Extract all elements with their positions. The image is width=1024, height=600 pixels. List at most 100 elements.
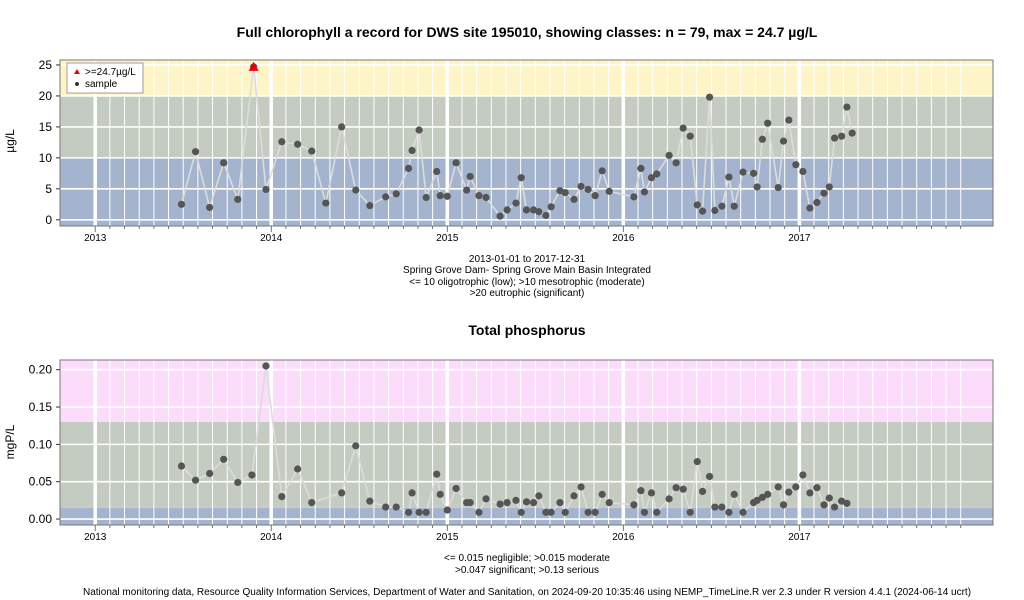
x-tick-label: 2017: [788, 532, 811, 543]
chl-data-point: [637, 164, 645, 172]
chl-data-point: [774, 183, 782, 192]
chl-data-point: [177, 200, 186, 208]
class-band: [60, 507, 993, 525]
y-tick-label: 20: [39, 89, 53, 103]
chart1-subtitle-line: Spring Grove Dam- Spring Grove Main Basi…: [403, 265, 651, 276]
legend-dot-icon: [75, 82, 79, 86]
y-tick-label: 0.10: [29, 437, 53, 451]
tp-data-point: [547, 508, 555, 516]
legend-box: [66, 62, 144, 94]
tp-data-point: [482, 495, 490, 503]
chl-data-point: [517, 174, 525, 182]
chl-data-point: [535, 208, 543, 216]
x-tick-label: 2014: [260, 233, 283, 244]
chl-data-point: [382, 193, 390, 201]
plot-frame: [59, 59, 994, 227]
chl-data-point: [792, 161, 800, 169]
tp-data-point: [753, 496, 761, 504]
y-tick-label: 0.15: [29, 400, 53, 414]
tp-data-point: [711, 503, 719, 511]
x-tick-label: 2015: [436, 532, 459, 543]
tp-data-point: [764, 490, 772, 498]
chart1-plot-area: 0 5 10 15 20 25 2013 2014 2015 2016 2017: [39, 58, 994, 244]
chl-data-point: [436, 192, 444, 200]
tp-data-point: [758, 493, 766, 501]
x-tick-label: 2015: [436, 233, 459, 244]
tp-data-point: [705, 472, 714, 481]
tp-data-point: [605, 499, 613, 507]
x-tick-label: 2014: [260, 532, 283, 543]
x-tick-label: 2016: [612, 233, 635, 244]
chl-data-point: [392, 190, 400, 198]
tp-data-point: [475, 508, 483, 516]
chart2-ylabel: mgP/L: [3, 424, 17, 459]
chl-data-point: [433, 167, 441, 176]
chl-data-point: [779, 137, 788, 145]
chl-data-point: [630, 193, 638, 201]
class-band: [60, 60, 993, 96]
tp-data-point: [570, 492, 578, 500]
tp-data-point: [598, 490, 606, 498]
chl-data-point: [665, 151, 673, 159]
y-tick-label: 0.00: [29, 512, 53, 526]
tp-data-point: [820, 501, 828, 509]
chl-data-point: [496, 212, 504, 220]
tp-data-point: [653, 508, 661, 516]
chl-data-point: [408, 146, 416, 155]
chl-data-point: [452, 159, 460, 167]
tp-data-point: [443, 506, 451, 514]
tp-data-point: [535, 492, 543, 500]
tp-data-point: [452, 484, 460, 493]
chl-data-point: [482, 193, 490, 202]
chl-data-point: [463, 186, 471, 194]
chl-data-point: [653, 170, 661, 178]
chl-data-point: [647, 174, 656, 182]
chl-data-point: [725, 173, 733, 181]
chl-data-point: [512, 199, 520, 207]
y-tick-label: 0.05: [29, 475, 53, 489]
chl-data-point: [785, 116, 793, 124]
tp-data-point: [640, 508, 649, 516]
tp-data-point: [392, 503, 400, 511]
tp-data-point: [248, 471, 256, 479]
tp-data-point: [665, 495, 673, 503]
y-tick-label: 0.20: [29, 363, 53, 377]
chart1-subtitle-line: >20 eutrophic (significant): [470, 288, 585, 299]
tp-data-point: [206, 469, 214, 478]
chl-data-point: [705, 93, 714, 101]
chl-data-point: [322, 199, 330, 207]
legend-entry-sample: sample: [85, 79, 118, 90]
tp-data-point: [512, 496, 520, 504]
chl-data-point: [693, 201, 701, 209]
tp-data-point: [584, 508, 592, 516]
tp-data-point: [698, 487, 707, 496]
tp-data-point: [220, 455, 228, 463]
chl-data-point: [730, 202, 738, 210]
tp-data-point: [637, 487, 645, 495]
chl-data-point: [422, 193, 430, 202]
tp-data-point: [191, 476, 200, 484]
tp-data-point: [366, 497, 374, 505]
chart2-title: Total phosphorus: [468, 322, 585, 338]
chl-data-point: [605, 187, 613, 195]
tp-data-point: [672, 484, 680, 492]
chl-data-point: [415, 126, 423, 134]
tp-data-point: [679, 485, 687, 493]
chl-data-point: [475, 192, 483, 200]
tp-data-point: [561, 508, 569, 516]
chl-data-point: [294, 140, 302, 148]
chl-data-point: [262, 185, 270, 194]
chl-data-point: [739, 168, 747, 176]
tp-data-point: [542, 508, 550, 516]
chart1-subtitle-line: 2013-01-01 to 2017-12-31: [469, 254, 586, 265]
chl-data-point: [466, 172, 474, 181]
chl-data-point: [561, 188, 569, 197]
chl-data-point: [570, 195, 578, 203]
chl-data-point: [278, 138, 286, 146]
tp-data-point: [693, 457, 701, 466]
x-tick-label: 2013: [84, 532, 107, 543]
chl-data-point: [806, 204, 814, 212]
tp-data-point: [433, 470, 441, 478]
footer-credit: National monitoring data, Resource Quali…: [83, 587, 971, 598]
chl-data-point: [352, 186, 360, 194]
